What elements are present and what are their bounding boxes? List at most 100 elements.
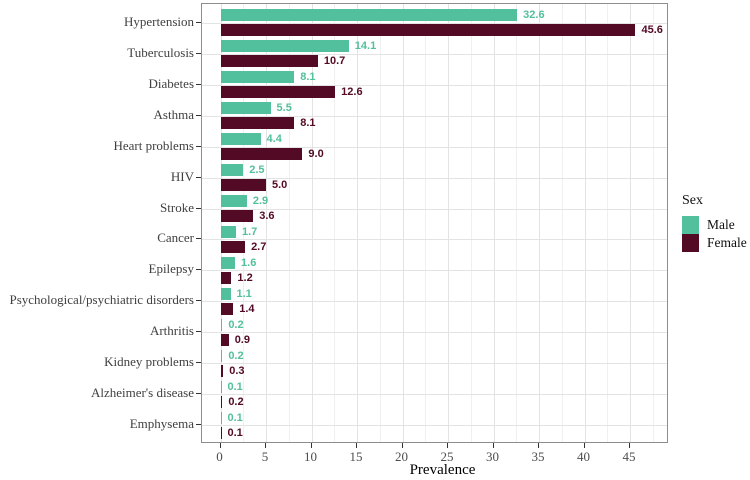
- category-label: Cancer: [157, 230, 194, 246]
- bar-male: [220, 101, 271, 115]
- bar-female: [220, 240, 246, 254]
- bar-male: [220, 380, 222, 394]
- bar-male: [220, 225, 236, 239]
- value-label-female: 5.0: [272, 179, 288, 192]
- major-gridline: [493, 4, 495, 442]
- x-tick-label: 25: [440, 449, 454, 464]
- category-label: Stroke: [160, 199, 194, 215]
- y-tick-mark: [196, 145, 201, 147]
- x-tick-label: 35: [531, 449, 545, 464]
- bar-male: [220, 70, 295, 84]
- category-label: Emphysema: [129, 416, 194, 432]
- chart-panel: 32.6 45.6 14.1 10.7 8.1 12.6 5.5 8.1 4.4 9.0 2.5 5.…: [201, 3, 668, 443]
- x-tick-label: 20: [395, 449, 408, 464]
- bar-female: [220, 302, 234, 316]
- value-label-female: 9.0: [308, 148, 324, 161]
- bar-female: [220, 209, 254, 223]
- category-label: Heart problems: [113, 137, 194, 153]
- legend-item-female: Female: [682, 234, 747, 252]
- bar-female: [220, 395, 223, 409]
- major-gridline: [202, 208, 667, 210]
- x-tick-mark: [538, 443, 539, 448]
- value-label-female: 45.6: [641, 24, 663, 37]
- major-gridline: [630, 4, 631, 442]
- value-label-male: 0.2: [228, 349, 244, 362]
- value-label-male: 0.1: [227, 411, 243, 424]
- x-axis-title: Prevalence: [409, 462, 476, 478]
- x-tick-mark: [447, 443, 448, 448]
- category-label: Hypertension: [123, 13, 194, 29]
- x-tick-mark: [401, 443, 403, 448]
- value-label-female: 3.6: [259, 210, 275, 223]
- bar-male: [220, 132, 261, 146]
- major-gridline: [584, 4, 586, 442]
- major-gridline: [202, 394, 667, 396]
- major-gridline: [202, 146, 667, 148]
- y-tick-mark: [196, 21, 201, 23]
- legend-swatch-male: [682, 216, 699, 234]
- y-tick-mark: [196, 176, 201, 178]
- major-gridline: [402, 4, 404, 442]
- major-gridline: [202, 363, 667, 365]
- bar-male: [220, 318, 223, 332]
- x-tick-label: 0: [216, 449, 223, 464]
- value-label-male: 8.1: [300, 70, 316, 83]
- y-tick-mark: [196, 300, 201, 302]
- minor-gridline: [561, 4, 563, 442]
- bar-female: [220, 271, 232, 285]
- value-label-female: 12.6: [341, 86, 363, 99]
- legend-label: Male: [707, 217, 735, 232]
- y-tick-mark: [196, 269, 201, 271]
- value-label-female: 0.2: [228, 396, 244, 409]
- value-label-female: 10.7: [323, 55, 346, 68]
- y-tick-mark: [196, 424, 201, 426]
- major-gridline: [202, 22, 667, 24]
- bar-male: [220, 411, 222, 424]
- bar-male: [220, 349, 223, 363]
- major-gridline: [539, 4, 540, 442]
- y-tick-mark: [196, 207, 201, 209]
- major-gridline: [202, 425, 667, 427]
- y-tick-mark: [196, 52, 201, 54]
- legend: Sex Male Female: [682, 193, 747, 252]
- y-tick-mark: [196, 393, 201, 395]
- bar-female: [220, 147, 303, 161]
- value-label-female: 1.4: [239, 303, 255, 316]
- major-gridline: [202, 270, 667, 272]
- value-label-male: 1.7: [241, 225, 258, 238]
- bar-male: [220, 163, 244, 177]
- legend-label: Female: [707, 235, 747, 250]
- category-label: Arthritis: [149, 323, 194, 339]
- bar-male: [220, 8, 518, 22]
- value-label-male: 4.4: [266, 132, 282, 145]
- minor-gridline: [470, 4, 472, 442]
- value-label-female: 1.2: [237, 272, 253, 285]
- x-tick-mark: [356, 443, 357, 448]
- minor-gridline: [243, 4, 245, 442]
- legend-title: Sex: [682, 193, 703, 208]
- major-gridline: [266, 4, 267, 442]
- value-label-female: 0.1: [227, 427, 243, 440]
- value-label-male: 0.2: [228, 318, 244, 331]
- minor-gridline: [607, 4, 609, 442]
- bar-female: [220, 23, 636, 37]
- y-tick-mark: [196, 331, 201, 333]
- major-gridline: [311, 4, 313, 442]
- value-label-female: 2.7: [251, 241, 267, 254]
- legend-swatch-female: [682, 234, 699, 252]
- major-gridline: [202, 239, 667, 241]
- bar-female: [220, 116, 295, 130]
- legend-items: Male Female: [682, 216, 747, 252]
- legend-item-male: Male: [682, 216, 747, 234]
- value-label-male: 5.5: [276, 101, 292, 114]
- major-gridline: [448, 4, 449, 442]
- y-tick-mark: [196, 83, 201, 85]
- value-label-female: 8.1: [300, 117, 316, 130]
- category-label: Tuberculosis: [127, 44, 194, 60]
- category-label: Kidney problems: [104, 354, 194, 370]
- bar-female: [220, 426, 222, 440]
- x-tick-mark: [629, 443, 630, 448]
- x-tick-label: 45: [622, 449, 636, 464]
- x-tick-label: 30: [486, 449, 499, 464]
- value-label-female: 0.9: [234, 334, 250, 347]
